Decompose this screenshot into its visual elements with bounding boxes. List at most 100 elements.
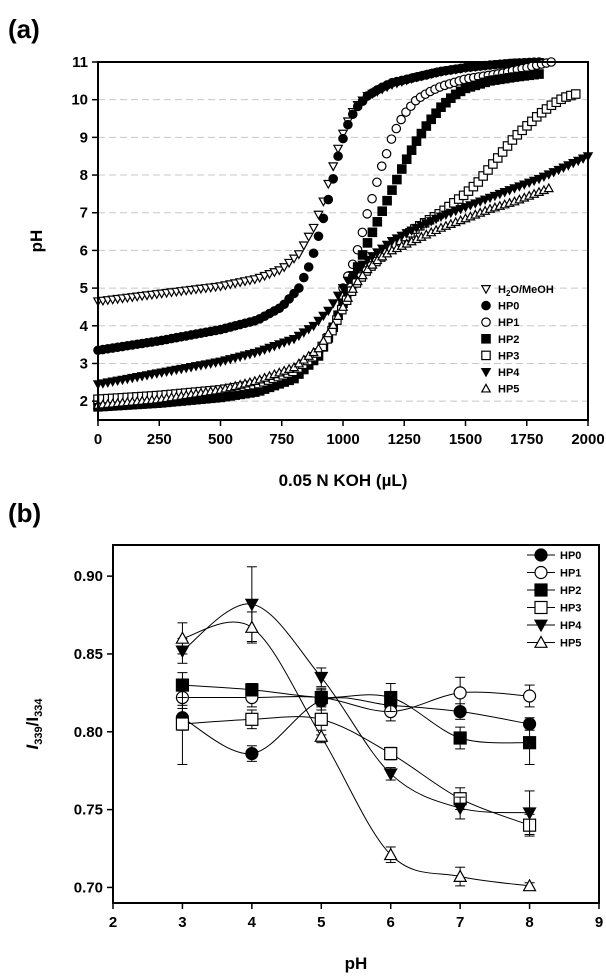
x-tick-label-4: 4 (248, 914, 257, 931)
point-hp1 (522, 689, 537, 703)
legend-label-part: O/MeOH (510, 284, 553, 296)
point-hp4 (474, 197, 486, 207)
legend-label-hp2: HP2 (498, 334, 519, 346)
point-hp4 (489, 191, 501, 202)
panel-b-plot-frame (112, 544, 600, 904)
legend-label-hp3: HP3 (560, 603, 581, 615)
point-hp4 (548, 168, 559, 178)
point-hp4 (332, 291, 344, 302)
series-hp4 (175, 566, 537, 836)
point-hp5 (175, 631, 190, 644)
point-hp5 (522, 878, 537, 892)
point-hp2 (387, 185, 397, 195)
point-hp3 (570, 89, 581, 99)
point-hp1 (453, 686, 467, 700)
point-hp4 (430, 214, 442, 225)
point-hp4 (440, 210, 452, 221)
x-tick-label-250: 250 (147, 431, 172, 448)
x-tick-label-1000: 1000 (326, 431, 359, 448)
point-hp0 (343, 119, 353, 130)
point-hp2 (367, 227, 378, 238)
point-hp5 (357, 269, 368, 280)
point-hp4 (455, 205, 466, 215)
point-hp5 (543, 182, 555, 193)
legend-label-hp3: HP3 (498, 350, 519, 362)
point-hp4 (313, 316, 324, 327)
point-hp4 (342, 276, 354, 287)
point-hp3 (507, 135, 518, 145)
point-hp5 (367, 259, 378, 269)
point-hp2 (362, 238, 373, 248)
point-hp3 (314, 712, 328, 726)
legend-marker-hp2 (481, 334, 491, 344)
legend-marker-hp0 (534, 548, 548, 562)
point-hp5 (318, 335, 329, 345)
legend-label-hp4: HP4 (560, 620, 582, 632)
point-hp2 (401, 154, 412, 165)
point-hp5 (362, 263, 373, 274)
panel-b-x-axis-label: pH (345, 954, 368, 973)
point-hp4 (411, 223, 422, 234)
point-hp3 (384, 746, 398, 761)
series-hp4 (92, 152, 594, 390)
point-hp5 (332, 310, 344, 320)
point-h2o-meoh (259, 271, 270, 282)
x-tick-label-750: 750 (269, 431, 294, 448)
point-hp5 (337, 301, 349, 311)
point-hp1 (386, 134, 397, 144)
point-hp0 (333, 151, 343, 162)
point-h2o-meoh (264, 270, 275, 280)
point-hp4 (509, 184, 520, 194)
legend-marker-hp4 (533, 619, 549, 633)
point-hp5 (383, 847, 398, 861)
legend-marker-hp4 (480, 368, 492, 378)
series-hp5 (175, 611, 537, 892)
x-tick-label-9: 9 (595, 914, 603, 931)
point-hp4 (381, 240, 393, 251)
point-hp4 (244, 598, 259, 612)
point-h2o-meoh (269, 268, 280, 278)
series-line-hp5 (182, 621, 530, 887)
point-hp5 (352, 275, 363, 286)
point-hp1 (357, 227, 368, 238)
point-hp2 (453, 731, 467, 745)
series-hp2 (175, 672, 537, 765)
point-hp5 (313, 342, 324, 353)
point-hp2 (411, 136, 422, 146)
x-tick-label-7: 7 (456, 914, 464, 931)
y-tick-label-0-80: 0.80 (74, 724, 103, 741)
point-hp4 (396, 231, 408, 242)
legend-label-subscript: 2 (506, 289, 511, 298)
point-hp3 (478, 171, 488, 181)
series-line-hp1 (182, 691, 530, 713)
point-hp5 (327, 319, 339, 329)
panel-b-y-axis-label: I339/I334 (23, 698, 45, 750)
panel-label-a: (a) (8, 14, 40, 44)
point-hp4 (479, 195, 491, 205)
point-hp4 (445, 208, 457, 219)
panel-a-legend: H2O/MeOH HP0 HP1 HP2 HP3 HP4 HP5 (480, 284, 554, 396)
y-label-i1: I (23, 743, 42, 749)
y-tick-label-3: 3 (80, 355, 88, 372)
point-hp2 (245, 683, 259, 697)
point-hp0 (245, 746, 259, 761)
point-hp3 (473, 177, 484, 187)
point-hp2 (431, 108, 441, 119)
point-hp2 (397, 164, 407, 174)
point-hp0 (298, 272, 309, 283)
point-hp1 (391, 123, 402, 134)
point-hp1 (396, 114, 406, 125)
y-tick-label-5: 5 (80, 280, 88, 297)
panel-a-ticks: 2 3 4 5 6 7 8 9 10 11 0 250 500 750 1000 1250 1500 1750 20… (71, 54, 604, 448)
legend-marker-hp3 (481, 350, 491, 361)
point-hp5 (314, 729, 329, 742)
legend-label-hp2: HP2 (560, 585, 581, 597)
series-line-hp4 (182, 603, 530, 814)
point-hp4 (367, 252, 378, 262)
legend-label-hp4: HP4 (498, 367, 520, 379)
point-h2o-meoh (293, 250, 305, 260)
legend-label-hp5: HP5 (560, 638, 581, 650)
legend-marker-hp2 (534, 583, 548, 597)
legend-label-part: H (498, 284, 506, 296)
point-hp2 (392, 174, 402, 185)
